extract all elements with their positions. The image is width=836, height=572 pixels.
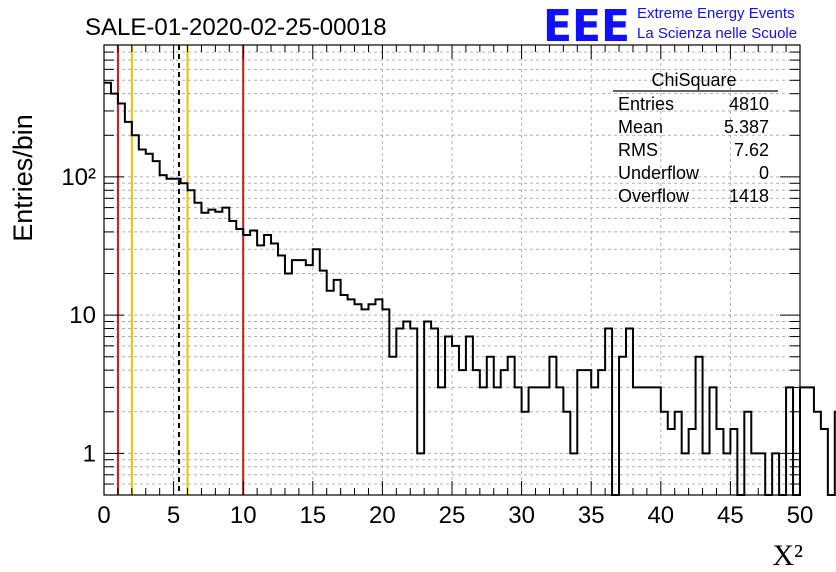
x-tick-labels: 0 5 10 15 20 25 30 35 40 45 50	[97, 502, 813, 529]
y-tick-label: 1	[83, 440, 96, 467]
logo-line-1: Extreme Energy Events	[637, 5, 795, 22]
stats-row-value: 7.62	[734, 140, 769, 160]
stats-row-value: 4810	[729, 94, 769, 114]
x-tick-label: 45	[717, 502, 744, 529]
y-tick-labels: 1 10 10²	[61, 164, 96, 467]
histogram-outline	[104, 81, 836, 496]
reference-lines	[116, 45, 245, 495]
chart-title: SALE-01-2020-02-25-00018	[85, 14, 387, 41]
stats-row-label: Entries	[618, 94, 674, 114]
stats-row-value: 1418	[729, 186, 769, 206]
x-tick-label: 30	[508, 502, 535, 529]
x-tick-label: 25	[439, 502, 466, 529]
x-tick-label: 10	[230, 502, 257, 529]
x-tick-label: 40	[647, 502, 674, 529]
x-axis-label: X²	[772, 539, 803, 572]
stats-title: ChiSquare	[651, 70, 736, 90]
eee-logo: EEE Extreme Energy Events La Scienza nel…	[543, 1, 797, 52]
x-tick-label: 15	[299, 502, 326, 529]
stats-box: ChiSquare Entries 4810 Mean 5.387 RMS 7.62 Und…	[613, 70, 778, 206]
y-tick-label: 10	[69, 302, 96, 329]
y-tick-label: 10²	[61, 164, 96, 191]
stats-row-label: Underflow	[618, 163, 700, 183]
x-tick-label: 0	[97, 502, 110, 529]
stats-rows: Entries 4810 Mean 5.387 RMS 7.62 Underflow 0 Ove…	[618, 94, 769, 206]
x-tick-label: 20	[369, 502, 396, 529]
stats-row-label: RMS	[618, 140, 658, 160]
axis-ticks	[103, 44, 801, 496]
stats-row-value: 5.387	[724, 117, 769, 137]
x-tick-label: 50	[787, 502, 814, 529]
logo-letters: EEE	[543, 1, 630, 52]
stats-row-label: Mean	[618, 117, 663, 137]
stats-row-label: Overflow	[618, 186, 690, 206]
stats-row-value: 0	[759, 163, 769, 183]
y-axis-label: Entries/bin	[8, 114, 38, 242]
x-tick-label: 5	[167, 502, 180, 529]
x-tick-label: 35	[578, 502, 605, 529]
logo-line-2: La Scienza nelle Scuole	[637, 25, 797, 42]
